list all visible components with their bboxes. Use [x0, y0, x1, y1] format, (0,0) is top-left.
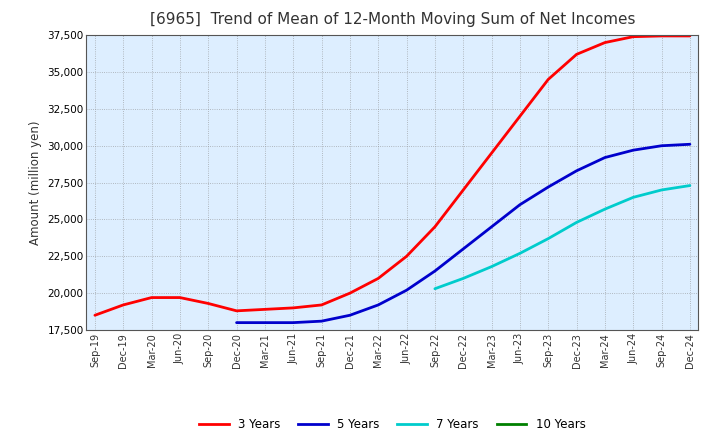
Legend: 3 Years, 5 Years, 7 Years, 10 Years: 3 Years, 5 Years, 7 Years, 10 Years — [194, 414, 590, 436]
Y-axis label: Amount (million yen): Amount (million yen) — [29, 121, 42, 245]
Title: [6965]  Trend of Mean of 12-Month Moving Sum of Net Incomes: [6965] Trend of Mean of 12-Month Moving … — [150, 12, 635, 27]
